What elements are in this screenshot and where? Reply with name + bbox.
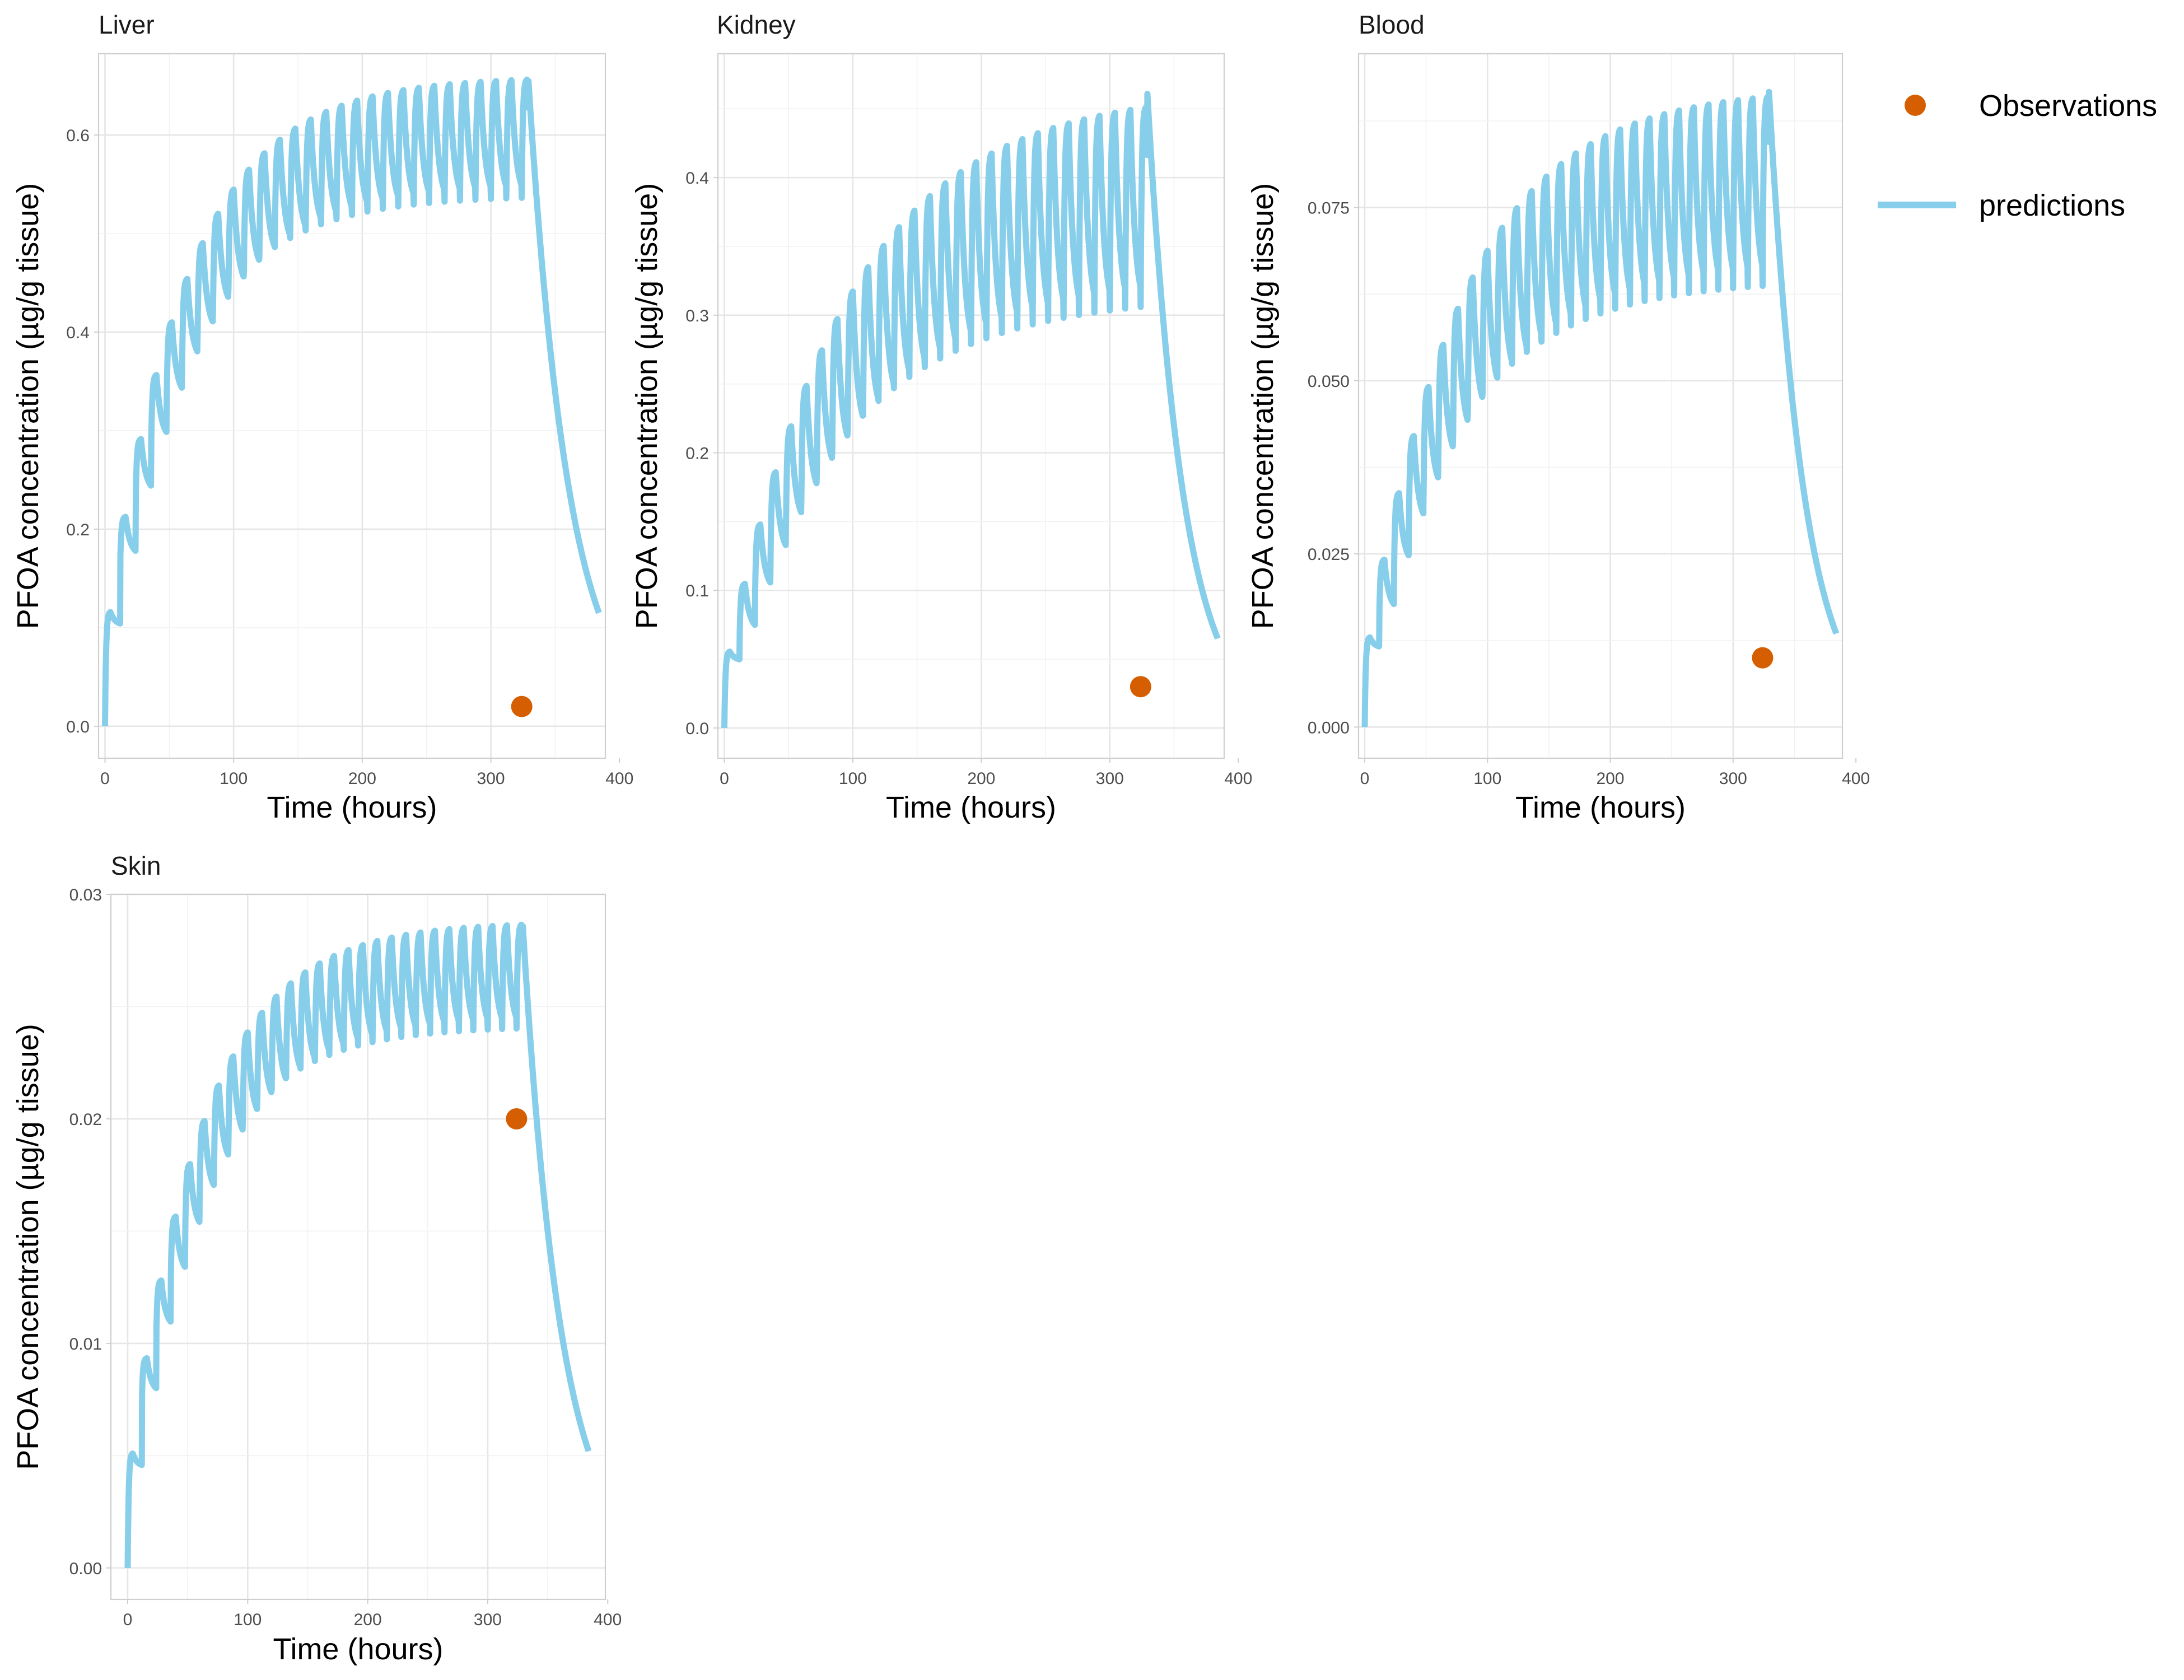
x-tick-label: 100: [839, 769, 867, 788]
panel-border: [97, 53, 606, 759]
x-tick-label: 0: [1360, 769, 1370, 788]
x-tick-label: 300: [474, 1611, 502, 1629]
x-tick-label: 200: [1597, 769, 1625, 788]
y-tick-label: 0.02: [69, 1110, 102, 1129]
x-tick-label: 0: [123, 1611, 133, 1629]
panel-border: [1357, 53, 1844, 759]
y-tick-label: 0.4: [66, 324, 90, 342]
x-tick-label: 100: [1473, 769, 1501, 788]
y-tick-label: 0.3: [685, 307, 709, 325]
y-axis-label: PFOA concentration (µg/g tissue): [1246, 183, 1280, 629]
observation-point: [1130, 676, 1151, 698]
y-tick-label: 0.6: [66, 127, 90, 145]
x-tick-label: 300: [1096, 769, 1124, 788]
observation-point: [1752, 647, 1774, 669]
y-axis-label: PFOA concentration (µg/g tissue): [11, 1024, 45, 1469]
legend-observations-label: Observations: [1979, 89, 2157, 123]
y-tick-label: 0.4: [685, 169, 709, 188]
panel-kidney: Kidney 0.0 0.1 0.2 0.3 0.4 0 100 200 300 400 Time (…: [630, 10, 1252, 824]
x-tick-label: 200: [967, 769, 995, 788]
x-tick-label: 0: [720, 769, 729, 788]
panel-title: Skin: [111, 851, 161, 880]
legend-predictions-label: predictions: [1979, 189, 2125, 222]
panel-liver: Liver 0.0 0.2 0.4 0.6 0 100 200 300 400 Time (hour…: [11, 10, 633, 824]
y-tick-label: 0.075: [1308, 199, 1350, 218]
panel-border: [110, 893, 606, 1600]
y-tick-label: 0.00: [69, 1560, 102, 1578]
x-axis-label: Time (hours): [886, 791, 1056, 824]
x-axis-label: Time (hours): [273, 1632, 443, 1666]
y-tick-label: 0.1: [685, 582, 709, 600]
y-tick-label: 0.0: [66, 718, 90, 736]
y-tick-label: 0.01: [69, 1335, 102, 1354]
x-tick-label: 200: [354, 1611, 382, 1629]
x-tick-label: 0: [100, 769, 110, 788]
legend-observations-key: [1905, 95, 1926, 116]
y-tick-label: 0.000: [1308, 718, 1350, 737]
y-axis-label: PFOA concentration (µg/g tissue): [630, 183, 664, 629]
x-tick-label: 400: [594, 1611, 622, 1629]
observation-point: [506, 1108, 528, 1130]
x-tick-label: 200: [348, 769, 376, 788]
prediction-line: [1361, 88, 1840, 727]
panel-title: Liver: [99, 10, 155, 39]
x-tick-label: 400: [1224, 769, 1252, 788]
y-tick-label: 0.050: [1308, 372, 1350, 391]
prediction-line: [124, 921, 592, 1568]
x-tick-label: 300: [1719, 769, 1747, 788]
legend: Observations predictions: [1878, 89, 2157, 222]
gridlines: [718, 54, 1224, 758]
y-tick-label: 0.03: [69, 886, 102, 904]
x-tick-label: 100: [220, 769, 248, 788]
x-axis-label: Time (hours): [267, 791, 437, 824]
panel-border: [717, 53, 1225, 759]
y-tick-label: 0.0: [685, 720, 709, 738]
panel-title: Blood: [1359, 10, 1425, 39]
y-tick-label: 0.2: [685, 445, 709, 463]
x-tick-label: 100: [234, 1611, 262, 1629]
observation-point: [511, 696, 533, 717]
y-tick-label: 0.025: [1308, 545, 1350, 564]
x-tick-label: 300: [477, 769, 505, 788]
x-tick-label: 400: [1842, 769, 1870, 788]
prediction-line: [102, 76, 602, 726]
y-tick-label: 0.2: [66, 521, 90, 539]
y-axis-label: PFOA concentration (µg/g tissue): [11, 183, 45, 629]
panel-title: Kidney: [717, 10, 796, 39]
prediction-line: [721, 91, 1221, 728]
x-tick-label: 400: [605, 769, 633, 788]
panel-blood: Blood 0.000 0.025 0.050 0.075 0 100 200 300 400 Ti…: [1246, 10, 1870, 824]
x-axis-label: Time (hours): [1515, 791, 1686, 824]
panel-skin: Skin 0.00 0.01 0.02 0.03 0 100 200 300 400 Time (h…: [11, 851, 622, 1666]
